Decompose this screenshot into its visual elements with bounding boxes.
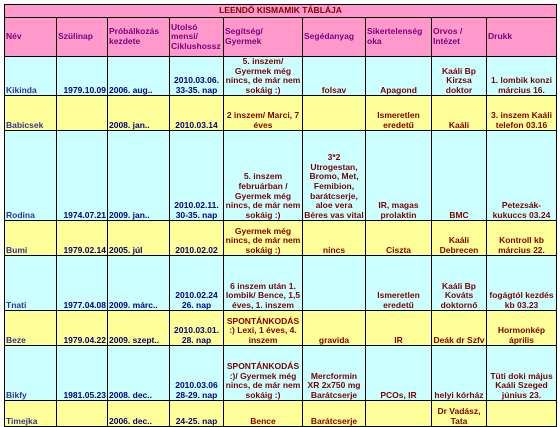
data-row: Babicsek 2008. jan.. 2010.03.14 2 inszem/ M… xyxy=(4,95,557,132)
cell: 2009. jan.. xyxy=(107,130,170,222)
cell xyxy=(486,400,557,427)
cell: Kontroll kb március 22. xyxy=(486,220,557,257)
header-cell: Utolsó mensi/ Ciklushossz xyxy=(169,17,224,57)
cell: Kikinda xyxy=(4,55,57,97)
cell: 2006. aug.. xyxy=(107,55,170,97)
header-cell: Név xyxy=(4,17,57,57)
cell: Kaáli Bp Kirzsa doktor xyxy=(431,55,487,97)
header-cell: Segítség/ Gyermek xyxy=(223,17,303,57)
cell: Mercformin XR 2x750 mg Barátcserje xyxy=(302,345,366,402)
cell: helyi kórház xyxy=(431,345,487,402)
table: LEENDŐ KISMAMIK TÁBLÁJA Név Szülinap Próbál… xyxy=(4,4,557,427)
cell: Deák dr Szfv xyxy=(431,310,487,347)
data-row: Beze 1979.04.22 2009. szept.. 2010.03.01. 2… xyxy=(4,310,557,347)
data-row: Bumi 1979.02.14 2005. júl 2010.02.02 Gyermek… xyxy=(4,220,557,257)
cell: 2005. júl xyxy=(107,220,170,257)
header-row: Név Szülinap Próbálkozás kezdete Utolsó men… xyxy=(4,17,557,57)
cell: BMC xyxy=(431,130,487,222)
data-row: Rodina 1974.07.21 2009. jan.. 2010.02.11. 3… xyxy=(4,130,557,222)
cell: Bumi xyxy=(4,220,57,257)
header-cell: Szülinap xyxy=(56,17,108,57)
cell: Kaáli Debrecen xyxy=(431,220,487,257)
cell: folsav xyxy=(302,55,366,97)
cell xyxy=(302,255,366,312)
cell: Bikfy xyxy=(4,345,57,402)
spreadsheet: LEENDŐ KISMAMIK TÁBLÁJA Név Szülinap Próbál… xyxy=(4,4,557,427)
cell: Apagond xyxy=(365,55,432,97)
cell xyxy=(56,95,108,132)
table-title: LEENDŐ KISMAMIK TÁBLÁJA xyxy=(4,4,557,18)
cell: 2008. dec.. xyxy=(107,345,170,402)
cell: IR, magas prolaktin xyxy=(365,130,432,222)
cell: 2010.02.11. 30-35. nap xyxy=(169,130,224,222)
cell: 1977.04.08 xyxy=(56,255,108,312)
cell: Kaáli xyxy=(431,95,487,132)
cell: 2006. dec.. xyxy=(107,400,170,427)
cell: Bence xyxy=(223,400,303,427)
cell: 3*2 Utrogestan, Bromo, Met, Femibion, ba… xyxy=(302,130,366,222)
cell: fogágtól kezdés kb 03.23 xyxy=(486,255,557,312)
header-cell: Segédanyag xyxy=(302,17,366,57)
cell xyxy=(56,400,108,427)
cell: nincs xyxy=(302,220,366,257)
cell: Hormonkép április xyxy=(486,310,557,347)
cell: 5. inszem/ Gyermek még nincs, de már nem… xyxy=(223,55,303,97)
cell: Petezsák-kukuccs 03.24 xyxy=(486,130,557,222)
cell: 2010.03.01. 28. nap xyxy=(169,310,224,347)
cell: PCOs, IR xyxy=(365,345,432,402)
cell xyxy=(365,400,432,427)
cell: Barátcserje xyxy=(302,400,366,427)
cell: 2009. szept.. xyxy=(107,310,170,347)
cell: 1979.02.14 xyxy=(56,220,108,257)
cell: IR xyxy=(365,310,432,347)
cell: Timejka xyxy=(4,400,57,427)
cell: 2 inszem/ Marci, 7 éves xyxy=(223,95,303,132)
header-cell: Drukk xyxy=(486,17,557,57)
cell: 2010.03.14 xyxy=(169,95,224,132)
header-cell: Sikertelenség oka xyxy=(365,17,432,57)
header-cell: Próbálkozás kezdete xyxy=(107,17,170,57)
cell xyxy=(302,95,366,132)
cell: Ismeretlen eredetű xyxy=(365,95,432,132)
cell: SPONTÁNKODÁS :)/ Gyermek még nincs, de m… xyxy=(223,345,303,402)
cell: gravida xyxy=(302,310,366,347)
cell: Ciszta xyxy=(365,220,432,257)
cell: Tüti doki május Kaáli Szeged június 23. xyxy=(486,345,557,402)
header-cell: Orvos / Intézet xyxy=(431,17,487,57)
cell: 2010.02.24 26. nap xyxy=(169,255,224,312)
data-row: Bikfy 1981.05.23 2008. dec.. 2010.03.06 28-… xyxy=(4,345,557,402)
cell: 1974.07.21 xyxy=(56,130,108,222)
cell: 2010.02.02 xyxy=(169,220,224,257)
data-row: Kikinda 1979.10.09 2006. aug.. 2010.03.06. … xyxy=(4,55,557,97)
cell: 1981.05.23 xyxy=(56,345,108,402)
cell: 3. inszem Kaáli telefon 03.16 xyxy=(486,95,557,132)
data-row: Timejka 2006. dec.. 24-25. nap Bence Barátcs… xyxy=(4,400,557,427)
cell: Ismeretlen eredetű xyxy=(365,255,432,312)
cell: Beze xyxy=(4,310,57,347)
cell: 1. lombik konzi március 16. xyxy=(486,55,557,97)
cell: Dr Vadász, Tata xyxy=(431,400,487,427)
cell: Tnati xyxy=(4,255,57,312)
cell: Babicsek xyxy=(4,95,57,132)
cell: 2008. jan.. xyxy=(107,95,170,132)
cell: Gyermek még nincs, de már nem sokáig :) xyxy=(223,220,303,257)
cell: 1979.04.22 xyxy=(56,310,108,347)
cell: Kaáli Bp Kováts doktornő xyxy=(431,255,487,312)
cell: 24-25. nap xyxy=(169,400,224,427)
cell: Rodina xyxy=(4,130,57,222)
cell: 6 inszem után 1. lombik/ Bence, 1,5 éves… xyxy=(223,255,303,312)
cell: 2009. márc.. xyxy=(107,255,170,312)
cell: 1979.10.09 xyxy=(56,55,108,97)
data-row: Tnati 1977.04.08 2009. márc.. 2010.02.24 26… xyxy=(4,255,557,312)
cell: 5. inszem februárban / Gyermek még nincs… xyxy=(223,130,303,222)
cell: 2010.03.06 28-29. nap xyxy=(169,345,224,402)
cell: SPONTÁNKODÁS :) Lexi, 1 éves, 4. inszem xyxy=(223,310,303,347)
cell: 2010.03.06. 33-35. nap xyxy=(169,55,224,97)
